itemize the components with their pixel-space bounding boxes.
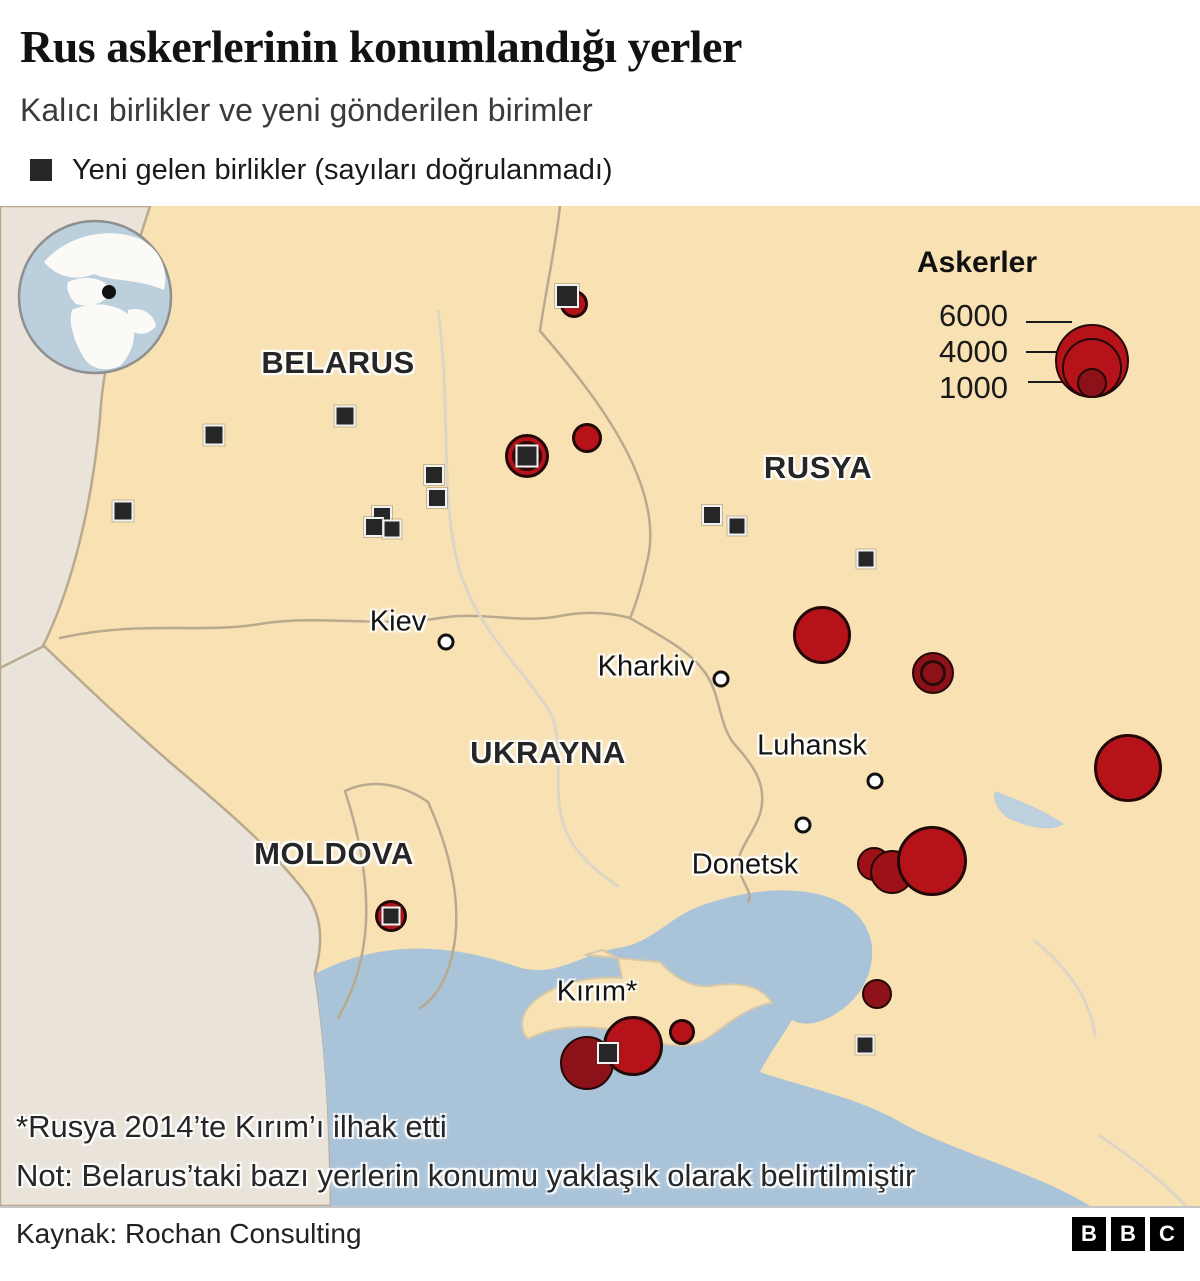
city-label: Kiev	[369, 605, 427, 638]
size-legend-line	[1028, 381, 1086, 383]
new-unit-square	[856, 549, 876, 569]
new-unit-square	[334, 405, 356, 427]
header: Rus askerlerinin konumlandığı yerler Kal…	[0, 0, 1200, 206]
new-unit-square	[597, 1042, 619, 1064]
city-label: Kharkiv	[597, 650, 695, 683]
troop-circle-ringed	[375, 900, 407, 932]
troop-circle	[793, 606, 851, 664]
troop-circle	[897, 826, 967, 896]
map-footnote-belarus: Not: Belarus’taki bazı yerlerin konumu y…	[16, 1158, 916, 1193]
map-footnote-crimea: *Rusya 2014’te Kırım’ı ilhak etti	[16, 1109, 447, 1144]
new-unit-square	[555, 284, 579, 308]
size-legend-title: Askerler	[916, 246, 1038, 279]
new-unit-square	[112, 500, 134, 522]
troop-circle-inner-ring	[920, 660, 946, 686]
size-legend-value: 4000	[939, 334, 1008, 369]
city-dot	[794, 816, 812, 834]
marker-layer: BELARUS RUSYA UKRAYNA MOLDOVA Kiev Kharkiv Luh…	[0, 206, 1200, 1206]
troop-circle-ringed	[505, 434, 549, 478]
new-unit-square	[364, 517, 384, 537]
new-unit-square	[382, 519, 402, 539]
source-credit: Kaynak: Rochan Consulting	[16, 1217, 362, 1249]
size-legend-line	[1026, 321, 1072, 323]
troop-circle-inner-ring	[512, 441, 542, 471]
new-unit-square	[427, 488, 447, 508]
map: BELARUS RUSYA UKRAYNA MOLDOVA Kiev Kharkiv Luh…	[0, 206, 1200, 1206]
country-label: BELARUS	[261, 345, 415, 380]
city-dot	[712, 670, 730, 688]
new-unit-square	[855, 1035, 875, 1055]
size-legend-value: 1000	[939, 370, 1008, 405]
map-key: Yeni gelen birlikler (sayıları doğrulanm…	[30, 154, 1180, 187]
bbc-logo-block: B	[1072, 1216, 1106, 1251]
country-label: RUSYA	[763, 450, 873, 485]
new-unit-square	[203, 424, 225, 446]
troop-circle	[1094, 734, 1162, 802]
troop-circle	[572, 423, 602, 453]
new-unit-square	[702, 505, 722, 525]
country-label: UKRAYNA	[470, 735, 626, 770]
new-units-square-icon	[30, 159, 52, 182]
troop-circle	[862, 979, 892, 1009]
new-unit-square	[381, 906, 401, 926]
new-unit-square	[424, 465, 444, 485]
city-dot	[437, 633, 455, 651]
page-title: Rus askerlerinin konumlandığı yerler	[20, 21, 742, 72]
new-unit-square	[515, 444, 539, 468]
new-unit-square	[727, 516, 747, 536]
map-key-label: Yeni gelen birlikler (sayıları doğrulanm…	[72, 153, 613, 186]
bbc-logo-block: C	[1150, 1216, 1184, 1251]
page-subtitle: Kalıcı birlikler ve yeni gönderilen biri…	[20, 91, 593, 128]
country-label: MOLDOVA	[254, 836, 414, 871]
city-label: Donetsk	[691, 848, 799, 881]
globe-locator	[17, 219, 173, 375]
city-dot	[866, 772, 884, 790]
size-legend-circle	[1077, 368, 1107, 398]
size-legend-value: 6000	[939, 298, 1008, 333]
city-label: Luhansk	[757, 729, 867, 762]
bbc-logo-block: B	[1111, 1216, 1145, 1251]
globe-location-dot	[102, 285, 116, 299]
troop-circle	[669, 1019, 695, 1045]
city-label: Kırım*	[556, 975, 638, 1008]
troop-circle-ringed	[912, 652, 954, 694]
